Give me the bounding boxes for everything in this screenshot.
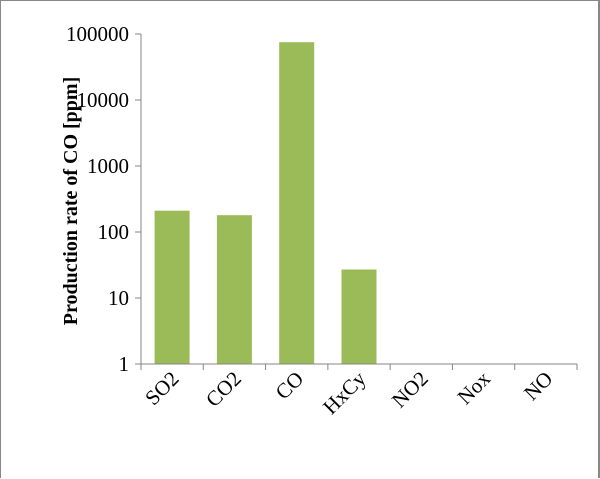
- x-tick-label-so2: SO2: [140, 367, 183, 410]
- x-tick-label-hxcy: HxCy: [318, 366, 371, 419]
- bar-co: [279, 42, 315, 364]
- y-axis-label: Production rate of CO [ppm]: [60, 77, 82, 326]
- x-tick-labels: SO2 CO2 CO HxCy NO2 Nox NO: [140, 366, 557, 419]
- y-tick-label: 10000: [77, 88, 130, 112]
- y-tick-labels: 1 10 100 1000 10000 100000: [66, 22, 129, 376]
- bar-so2: [154, 210, 190, 364]
- bar-co2: [216, 215, 252, 364]
- x-tick-label-co2: CO2: [201, 367, 246, 412]
- y-tick-label: 1000: [87, 154, 129, 178]
- y-tick-label: 10: [108, 286, 129, 310]
- bars-layer: [154, 42, 377, 364]
- bar-hxcy: [341, 269, 377, 364]
- x-tick-label-co: CO: [271, 367, 309, 405]
- x-tick-label-no2: NO2: [387, 367, 433, 413]
- x-tick-label-no: NO: [519, 367, 557, 405]
- y-tick-label: 100: [98, 220, 130, 244]
- y-tick-label: 1: [119, 352, 130, 376]
- y-tick-label: 100000: [66, 22, 129, 46]
- x-tick-label-nox: Nox: [453, 366, 496, 409]
- axes-layer: [135, 33, 578, 370]
